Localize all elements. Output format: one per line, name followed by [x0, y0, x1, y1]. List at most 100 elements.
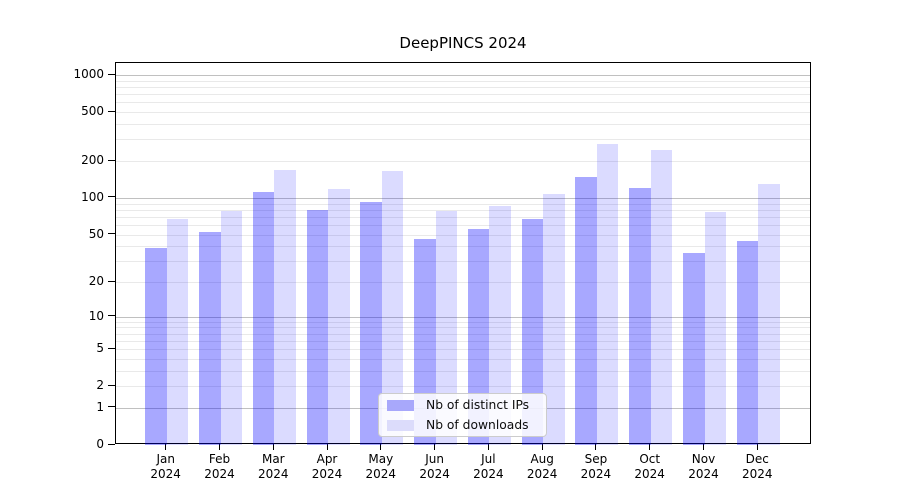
legend: Nb of distinct IPs Nb of downloads	[378, 393, 547, 437]
bar-downloads	[543, 194, 565, 445]
y-tick-mark	[108, 315, 115, 317]
bar-downloads	[381, 170, 404, 445]
y-tick-label: 20	[88, 274, 104, 288]
gridline-minor	[116, 203, 810, 205]
legend-label-distinct-ips: Nb of distinct IPs	[426, 398, 530, 412]
gridline-minor	[116, 87, 810, 88]
gridline-minor	[116, 80, 810, 82]
bar-distinct-ips	[199, 232, 221, 445]
bar-downloads	[220, 211, 242, 445]
x-tick-label: Oct 2024	[634, 452, 665, 481]
x-tick-mark	[272, 444, 274, 450]
gridline-minor	[116, 224, 810, 226]
gridline-minor	[116, 370, 810, 372]
y-tick-mark	[108, 280, 115, 282]
y-tick-label: 200	[81, 153, 104, 167]
gridline-minor	[116, 333, 810, 335]
bar-distinct-ips	[683, 253, 705, 445]
x-tick-label: Sep 2024	[580, 452, 612, 481]
bar-distinct-ips	[306, 209, 328, 445]
bar-downloads	[328, 188, 350, 445]
y-tick-label: 500	[81, 104, 104, 119]
x-tick-mark	[434, 444, 436, 450]
y-tick-label: 1	[96, 399, 104, 414]
y-tick-mark	[108, 347, 115, 349]
y-tick-mark	[108, 73, 115, 75]
gridline-minor	[116, 321, 810, 323]
y-tick-label: 100	[81, 189, 104, 204]
y-tick-label: 1000	[73, 67, 104, 81]
gridline-minor	[116, 94, 810, 96]
bar-distinct-ips	[467, 229, 490, 445]
bar-distinct-ips	[521, 219, 544, 445]
x-tick-label: Nov 2024	[688, 452, 719, 481]
bar-downloads	[489, 205, 511, 445]
y-tick-mark	[108, 443, 115, 445]
legend-item-downloads: Nb of downloads	[387, 418, 538, 432]
x-tick-label: Jun 2024	[419, 452, 450, 481]
gridline-minor	[116, 386, 810, 388]
x-tick-label: Dec 2024	[742, 452, 773, 481]
x-tick-mark	[649, 444, 651, 450]
gridline-minor	[116, 358, 810, 360]
gridline-major	[116, 316, 810, 318]
gridline-minor	[116, 161, 810, 162]
bar-downloads	[596, 143, 619, 445]
gridline-minor	[116, 209, 810, 211]
gridline-minor	[116, 246, 810, 248]
y-tick-mark	[108, 196, 115, 198]
bar-distinct-ips	[360, 201, 382, 445]
x-tick-mark	[541, 444, 543, 450]
y-tick-label: 5	[96, 341, 104, 356]
x-tick-mark	[756, 444, 758, 450]
gridline-minor	[116, 102, 810, 104]
x-tick-label: Aug 2024	[526, 452, 558, 481]
bar-downloads	[166, 219, 189, 445]
bar-distinct-ips	[736, 241, 759, 445]
gridline-minor	[116, 139, 810, 141]
x-tick-mark	[380, 444, 382, 450]
bar-downloads	[704, 211, 726, 445]
y-tick-mark	[108, 384, 115, 386]
gridline-minor	[116, 112, 810, 114]
legend-label-downloads: Nb of downloads	[426, 418, 529, 432]
gridline-major	[116, 197, 810, 199]
y-tick-mark	[108, 159, 115, 161]
bar-downloads	[758, 183, 780, 445]
bar-distinct-ips	[145, 247, 167, 445]
gridline-minor	[116, 327, 810, 329]
bar-downloads	[435, 211, 458, 445]
x-tick-label: Jan 2024	[150, 452, 181, 481]
y-tick-mark	[108, 233, 115, 234]
legend-item-distinct-ips: Nb of distinct IPs	[387, 398, 538, 412]
y-tick-label: 0	[96, 437, 104, 451]
x-tick-mark	[595, 444, 597, 450]
legend-swatch-distinct-ips	[387, 399, 414, 411]
chart-title: DeepPINCS 2024	[399, 34, 527, 52]
x-tick-label: Apr 2024	[311, 452, 343, 481]
x-tick-mark	[703, 444, 704, 450]
gridline-minor	[116, 216, 810, 218]
x-tick-label: May 2024	[365, 452, 397, 481]
y-tick-mark	[108, 406, 115, 408]
legend-swatch-downloads	[387, 419, 414, 431]
gridline-minor	[116, 349, 810, 351]
y-tick-label: 10	[88, 308, 104, 323]
x-tick-mark	[165, 444, 167, 450]
gridline-minor	[116, 282, 810, 283]
y-tick-label: 2	[96, 378, 104, 393]
x-tick-mark	[326, 444, 328, 450]
gridline-minor	[116, 340, 810, 342]
bar-downloads	[650, 150, 673, 445]
y-tick-mark	[108, 110, 115, 112]
gridline-minor	[116, 261, 810, 263]
x-tick-label: Mar 2024	[258, 452, 289, 481]
bar-distinct-ips	[629, 188, 651, 445]
gridline-major	[116, 75, 810, 76]
bar-distinct-ips	[575, 177, 597, 445]
x-tick-mark	[487, 444, 489, 450]
bar-distinct-ips	[252, 191, 275, 445]
gridline-minor	[116, 124, 810, 125]
y-tick-label: 50	[88, 226, 104, 241]
